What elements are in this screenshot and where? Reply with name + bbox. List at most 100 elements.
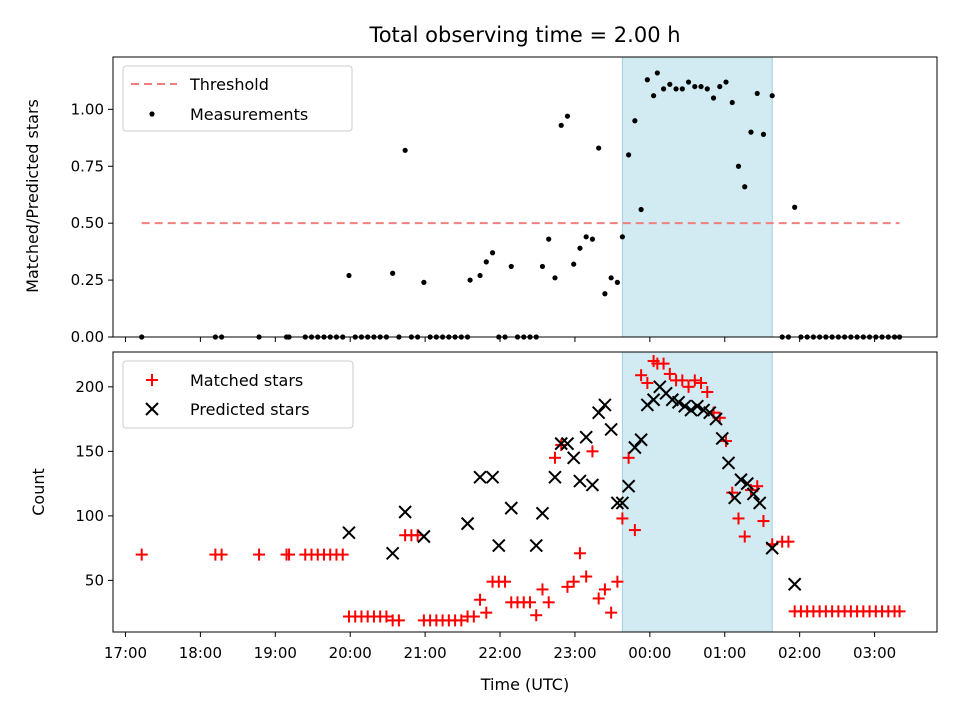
observing-window-band bbox=[621, 351, 773, 633]
predicted-point bbox=[504, 501, 518, 515]
predicted-point-b bbox=[665, 393, 680, 407]
x-tick-label: 18:00 bbox=[179, 644, 222, 662]
observing-window-band bbox=[621, 56, 773, 338]
predicted-point-b bbox=[529, 538, 543, 553]
matched-point bbox=[635, 369, 648, 382]
y-tick-label: 0.00 bbox=[71, 328, 104, 346]
x-tick-label: 21:00 bbox=[404, 644, 447, 662]
matched-point bbox=[682, 380, 695, 393]
measurement-point bbox=[596, 145, 602, 151]
measurement-point bbox=[546, 236, 552, 242]
matched-point bbox=[392, 614, 405, 627]
x-tick-label: 02:00 bbox=[778, 644, 821, 662]
measurement-point bbox=[632, 118, 638, 124]
matched-point bbox=[548, 451, 561, 464]
predicted-point-b bbox=[787, 577, 802, 591]
matched-point bbox=[573, 547, 586, 560]
predicted-point-b bbox=[740, 476, 754, 491]
predicted-point bbox=[634, 433, 648, 447]
matched-point bbox=[732, 512, 745, 525]
predicted-point-b bbox=[728, 491, 742, 505]
matched-point bbox=[455, 614, 468, 627]
matched-point bbox=[467, 610, 480, 623]
matched-point bbox=[663, 367, 676, 380]
predicted-point-b bbox=[678, 399, 692, 413]
predicted-point bbox=[765, 541, 779, 555]
predicted-point bbox=[721, 456, 736, 470]
y-tick-label: 100 bbox=[75, 507, 104, 525]
axes-frame bbox=[112, 56, 938, 338]
measurement-point bbox=[667, 81, 673, 87]
predicted-point bbox=[485, 470, 500, 484]
predicted-point-b bbox=[398, 505, 412, 519]
measurement-point bbox=[608, 275, 614, 281]
x-tick-label: 01:00 bbox=[703, 644, 746, 662]
y-tick-label: 0.25 bbox=[71, 271, 104, 289]
predicted-point bbox=[535, 506, 550, 520]
measurement-point bbox=[619, 234, 625, 240]
measurement-point bbox=[650, 93, 657, 99]
ylabel-count: Count bbox=[29, 468, 48, 516]
measurement-point bbox=[402, 147, 408, 153]
legend-ratio: Threshold Measurements bbox=[122, 65, 353, 132]
predicted-point bbox=[573, 474, 587, 488]
predicted-point-b bbox=[765, 541, 779, 555]
predicted-point bbox=[385, 546, 400, 560]
matched-point bbox=[523, 596, 536, 609]
predicted-point-b bbox=[492, 538, 506, 553]
predicted-point bbox=[610, 496, 625, 510]
legend-frame bbox=[122, 360, 354, 429]
measurement-point bbox=[583, 234, 589, 240]
measurement-point bbox=[754, 90, 760, 97]
predicted-point bbox=[591, 405, 606, 420]
matched-point bbox=[605, 606, 618, 619]
matched-point bbox=[499, 575, 512, 588]
legend-predicted-swatch bbox=[145, 402, 159, 416]
predicted-point bbox=[746, 487, 761, 501]
predicted-point-b bbox=[615, 496, 630, 510]
predicted-point bbox=[678, 399, 692, 413]
measurement-point bbox=[638, 206, 644, 213]
measurement-point bbox=[508, 263, 514, 270]
predicted-point-b bbox=[659, 386, 673, 400]
predicted-point-b bbox=[628, 440, 642, 455]
matched-point bbox=[641, 376, 654, 389]
predicted-point bbox=[598, 398, 612, 412]
matched-point bbox=[688, 374, 701, 387]
matched-point bbox=[380, 610, 393, 623]
matched-point bbox=[695, 376, 708, 389]
predicted-point-b bbox=[696, 403, 711, 417]
measurement-point bbox=[346, 272, 352, 279]
measurement-point bbox=[685, 79, 692, 85]
predicted-point bbox=[548, 470, 562, 484]
measurement-point bbox=[698, 83, 704, 90]
matched-point bbox=[253, 548, 266, 561]
predicted-point-b bbox=[573, 474, 587, 488]
legend-matched-label: Matched stars bbox=[190, 371, 303, 390]
predicted-point-b bbox=[473, 470, 487, 484]
measurement-point bbox=[723, 79, 729, 85]
predicted-point-b bbox=[753, 496, 767, 510]
predicted-point bbox=[529, 538, 543, 553]
predicted-point-b bbox=[604, 422, 618, 437]
matched-point bbox=[611, 575, 624, 588]
matched-point bbox=[530, 609, 543, 622]
predicted-point bbox=[646, 393, 661, 407]
matched-point bbox=[536, 583, 549, 596]
legend-measurements-swatch bbox=[149, 111, 155, 117]
measurement-point bbox=[673, 86, 679, 92]
x-tick-label: 17:00 bbox=[104, 644, 147, 662]
predicted-point-b bbox=[709, 412, 723, 426]
predicted-point-b bbox=[621, 479, 636, 493]
matched-point bbox=[701, 386, 714, 398]
legend-frame bbox=[122, 65, 353, 132]
x-tick-label: 22:00 bbox=[478, 644, 521, 662]
predicted-point bbox=[398, 505, 412, 519]
predicted-point-b bbox=[684, 403, 698, 417]
measurement-point bbox=[717, 83, 723, 90]
matched-point bbox=[616, 512, 629, 525]
predicted-point-b bbox=[485, 470, 500, 484]
predicted-point bbox=[684, 403, 698, 417]
predicted-point-b bbox=[598, 398, 612, 412]
y-tick-label: 0.50 bbox=[71, 214, 104, 232]
